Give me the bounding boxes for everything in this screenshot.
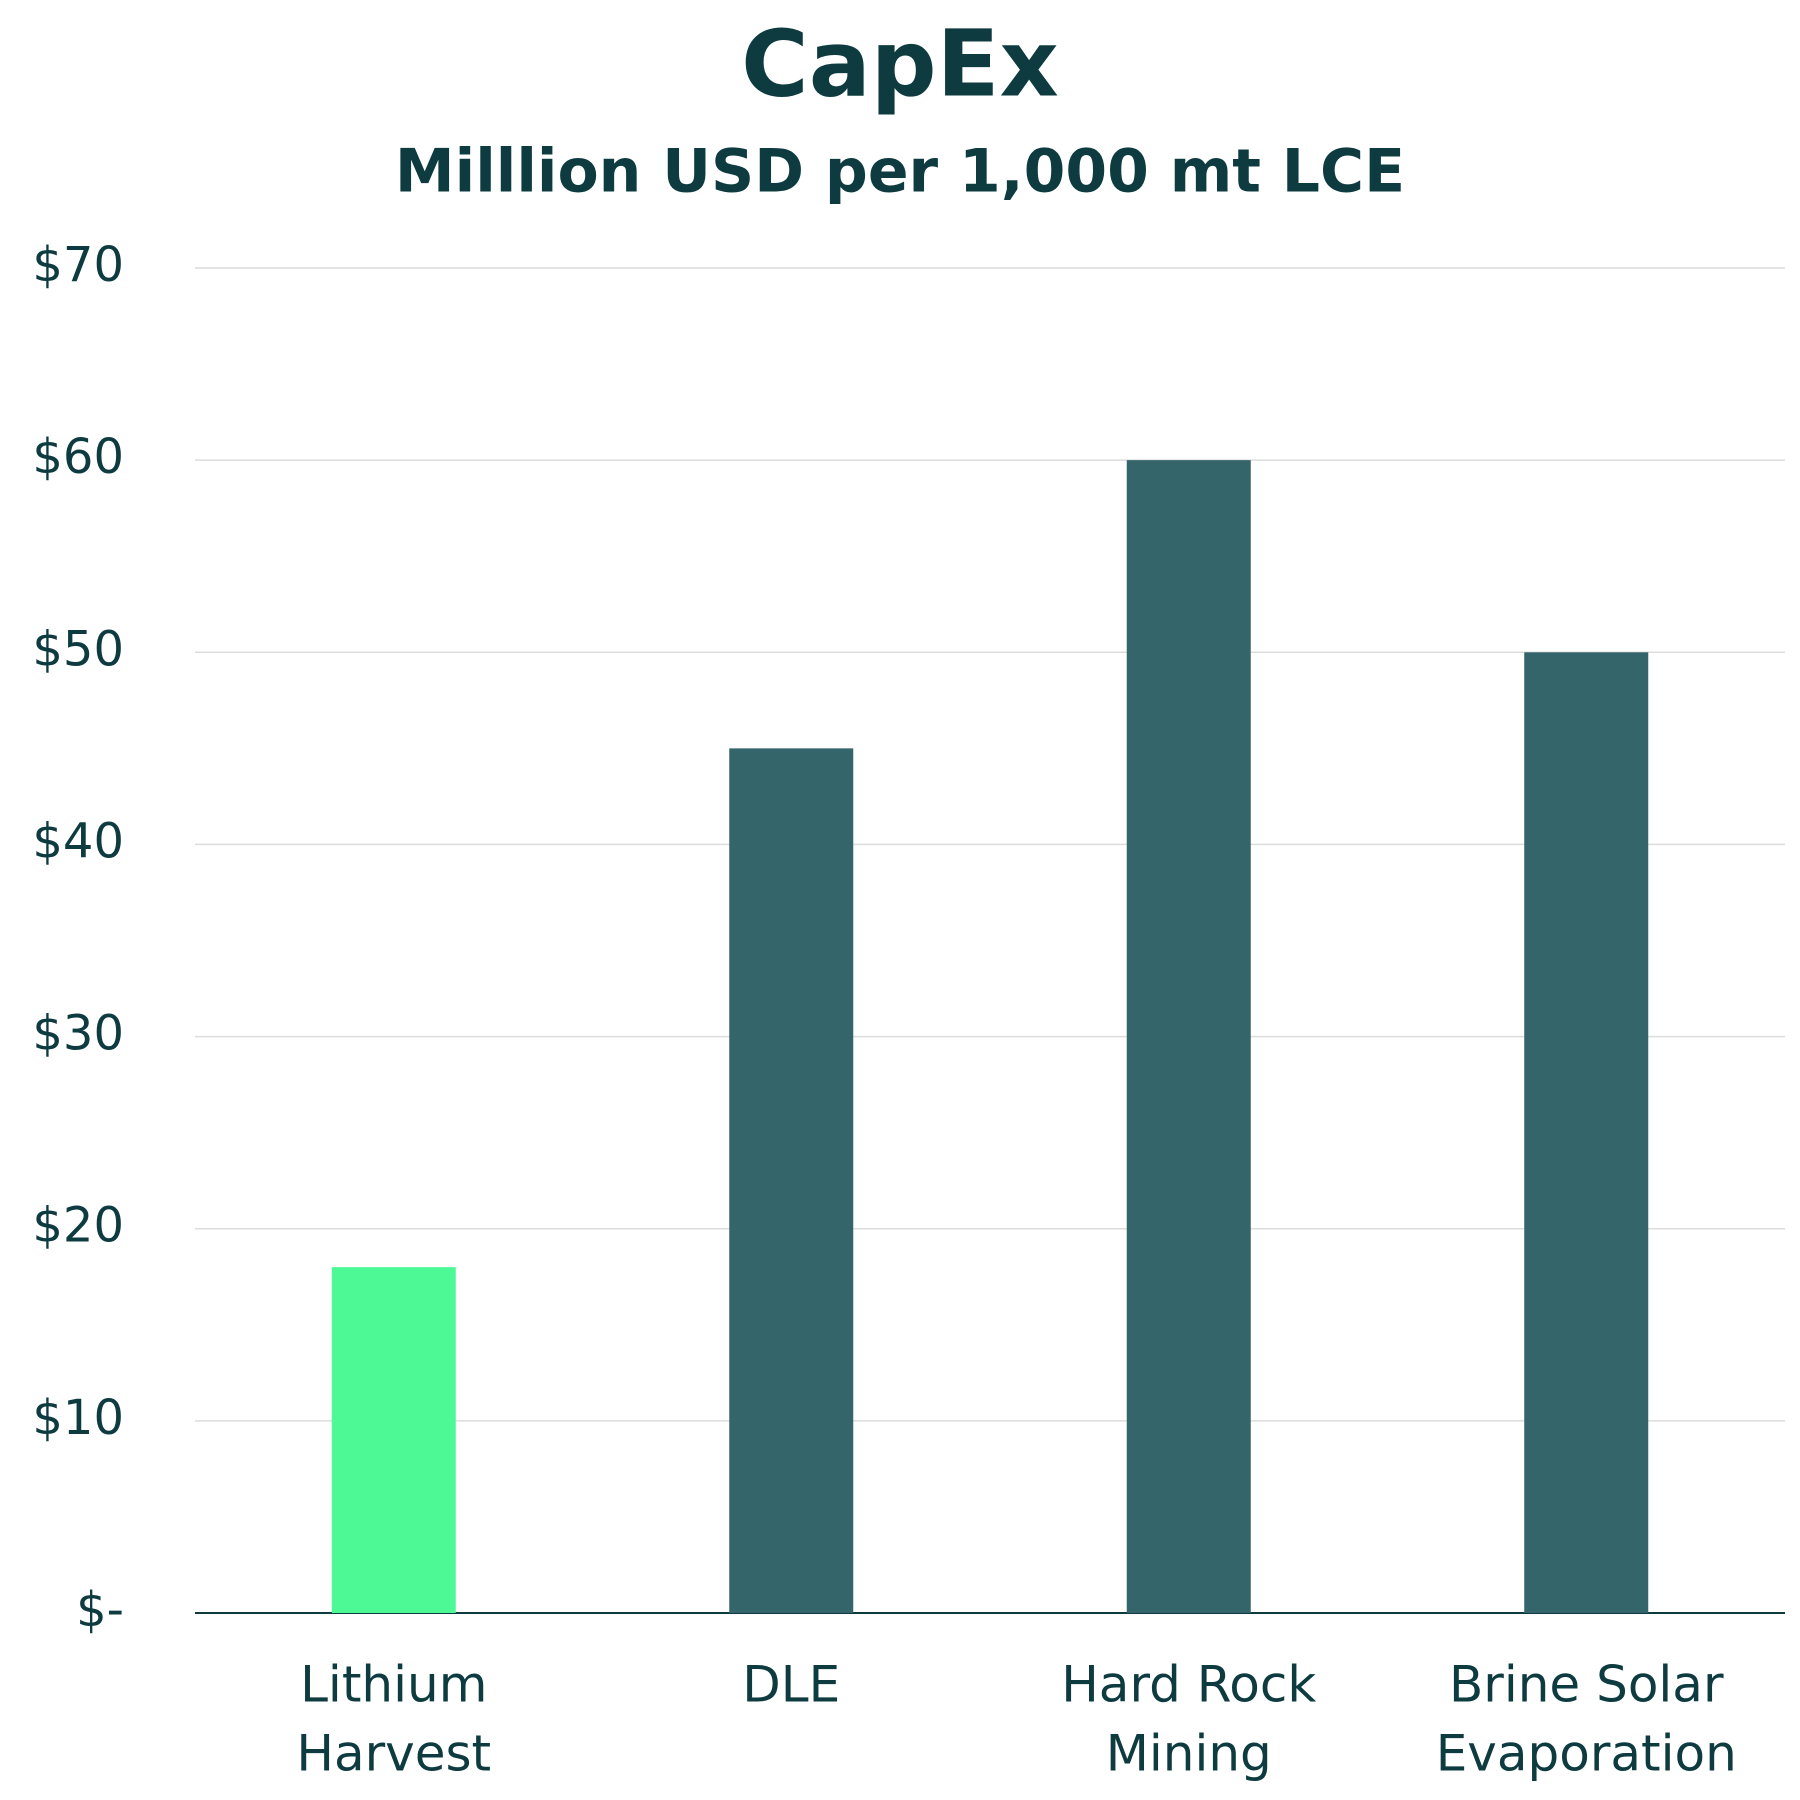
x-tick-label: Harvest — [296, 1725, 491, 1783]
bar — [729, 748, 854, 1613]
x-tick-label: DLE — [742, 1656, 840, 1714]
bar — [1126, 460, 1251, 1614]
chart-subtitle: Milllion USD per 1,000 mt LCE — [395, 137, 1405, 207]
y-tick-label: $50 — [32, 621, 124, 677]
y-tick-label: $60 — [32, 429, 124, 485]
x-tick-label: Hard Rock — [1061, 1656, 1316, 1714]
y-tick-label: $20 — [32, 1198, 124, 1254]
x-tick-label: Lithium — [300, 1656, 487, 1714]
y-tick-label: $70 — [32, 237, 124, 293]
x-tick-label: Mining — [1106, 1725, 1272, 1783]
x-tick-label: Brine Solar — [1449, 1656, 1724, 1714]
y-tick-label: $30 — [32, 1006, 124, 1062]
y-tick-label: $- — [76, 1582, 124, 1638]
x-tick-label: Evaporation — [1436, 1725, 1737, 1783]
chart-title: CapEx — [741, 10, 1059, 117]
y-tick-label: $10 — [32, 1390, 124, 1446]
bar — [1524, 652, 1649, 1613]
bar — [331, 1267, 456, 1613]
y-tick-label: $40 — [32, 813, 124, 869]
